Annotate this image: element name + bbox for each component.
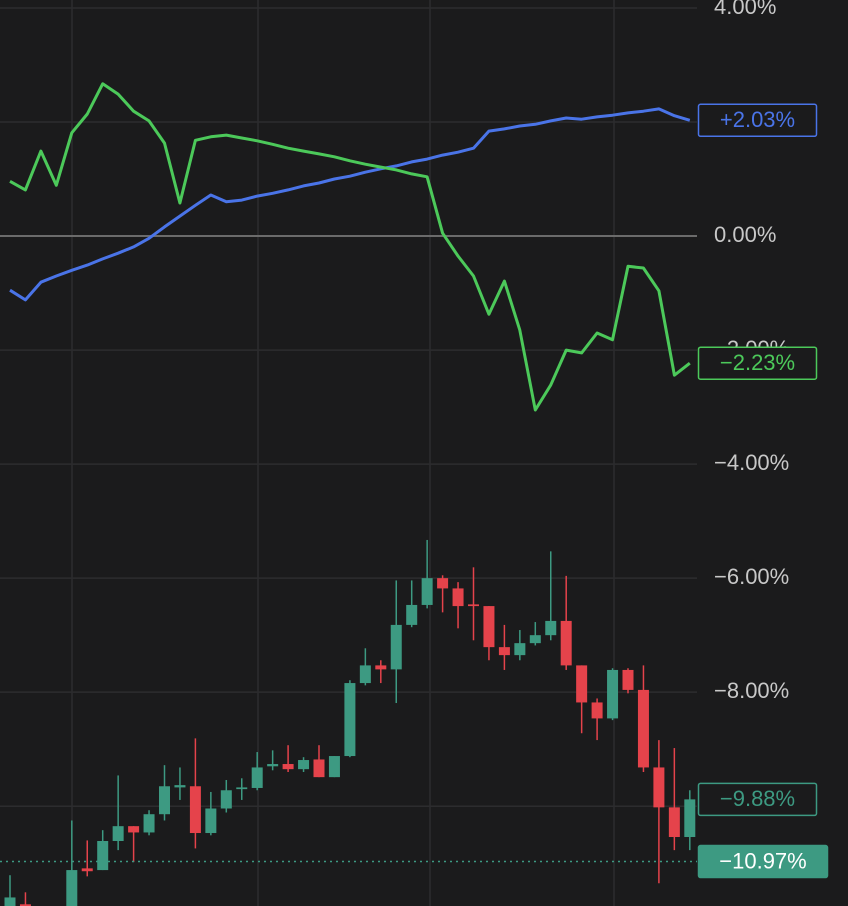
candle-body [359,665,371,684]
candle-body [622,669,634,690]
price-badge-label: +2.03% [720,107,795,132]
y-tick-label: 0.00% [714,222,776,247]
candle-body [4,897,16,906]
candle-body [159,786,170,815]
y-tick-label: −4.00% [714,450,789,475]
price-badge-label: −10.97% [719,848,806,873]
candle-body [653,767,665,808]
candle-body [390,624,402,670]
candle-body [668,807,680,838]
candle-body [220,790,232,809]
candle-body [298,760,310,770]
candle-body [483,606,495,648]
candle-body [529,635,541,644]
candle-body [97,841,109,871]
line-series [9,107,691,302]
candle-body [637,689,649,768]
y-tick-label: −6.00% [714,564,789,589]
candle-body [452,588,464,607]
candle-body [282,764,294,770]
candle-body [576,665,588,703]
price-badge-label: −2.23% [720,350,795,375]
candle-body [128,826,140,833]
price-badge [697,844,829,879]
candle-body [375,665,387,670]
price-badge [697,782,818,817]
marks [0,82,697,906]
candle-body [437,578,449,589]
candle-body [236,787,248,790]
badges: +2.03% −2.23% −9.88% −10.97% [697,103,829,879]
candle-body [81,868,93,872]
price-badge [697,346,818,380]
candle-body [684,799,696,838]
candle-body [19,904,31,906]
vertical-grid [71,0,615,906]
y-tick-label: −8.00% [714,678,789,703]
candle-body [514,643,526,656]
candle-body [267,764,279,767]
candle-body [328,756,340,778]
candle-body [205,808,217,834]
candle-body [112,826,124,842]
candle-body [421,578,433,605]
candle-body [406,604,418,625]
candle-body [560,620,572,666]
candle-body [498,647,510,656]
y-tick-label: 4.00% [714,0,776,19]
price-badge [697,103,818,138]
candle-body [591,702,603,719]
candle-body [251,767,263,788]
candle-body [66,870,78,906]
price-badge-label: −9.88% [720,786,795,811]
line-series [9,82,691,412]
candle-body [607,669,619,719]
candle-body [313,759,325,778]
candle-body [545,620,557,636]
candle-body [143,814,155,833]
candle-body [344,683,356,757]
candle-body [468,604,479,607]
candle-body [174,785,186,788]
candle-body [189,786,201,834]
